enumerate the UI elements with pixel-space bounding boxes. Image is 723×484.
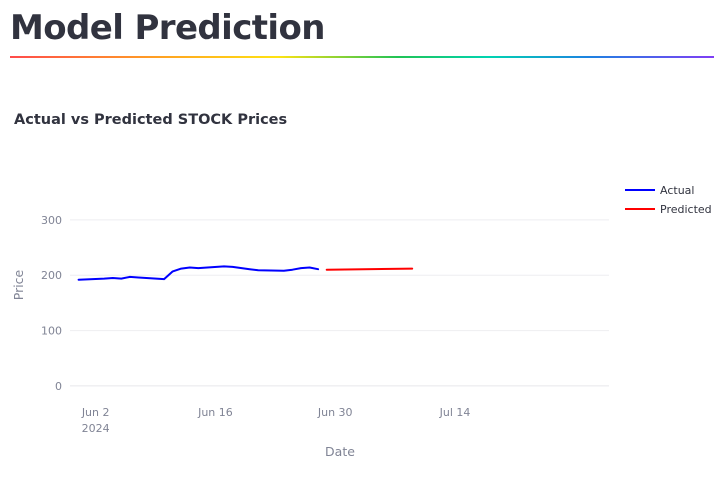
x-tick-label: Jun 2 (81, 406, 110, 419)
title-divider (10, 56, 714, 58)
chart-title: Actual vs Predicted STOCK Prices (14, 112, 287, 128)
legend[interactable]: Actual Predicted (625, 184, 712, 216)
y-tick-label: 100 (41, 325, 62, 338)
series-lines (77, 265, 414, 281)
legend-label: Actual (660, 184, 694, 197)
legend-label: Predicted (660, 203, 712, 216)
x-axis-ticks: Jun 2 2024 Jun 16 Jun 30 Jul 14 (81, 406, 471, 435)
y-tick-label: 300 (41, 214, 62, 227)
series-line-predicted (325, 267, 414, 271)
y-tick-label: 0 (55, 380, 62, 393)
x-tick-label: Jul 14 (439, 406, 471, 419)
legend-item-predicted[interactable]: Predicted (625, 203, 712, 216)
y-axis-ticks: 0 100 200 300 (41, 214, 62, 393)
x-tick-label: Jun 16 (197, 406, 233, 419)
x-tick-year: 2024 (82, 422, 110, 435)
grid-lines (70, 219, 609, 387)
legend-item-actual[interactable]: Actual (625, 184, 694, 197)
y-tick-label: 200 (41, 269, 62, 282)
page-title: Model Prediction (10, 8, 325, 48)
series-line-actual (77, 265, 320, 281)
x-tick-label: Jun 30 (317, 406, 353, 419)
x-axis-title: Date (325, 444, 355, 459)
y-axis-title: Price (11, 269, 26, 300)
